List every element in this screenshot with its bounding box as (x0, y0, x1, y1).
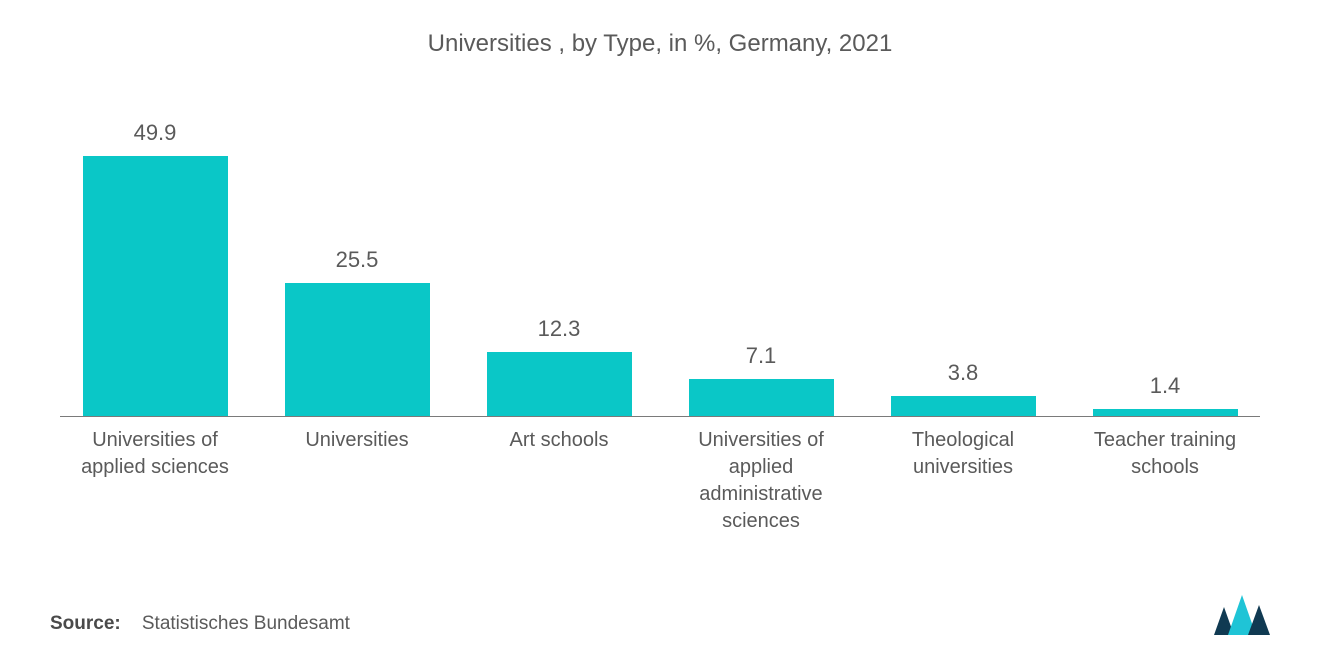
value-label: 3.8 (948, 360, 979, 386)
bar (83, 156, 228, 416)
source-text: Statistisches Bundesamt (142, 613, 350, 634)
bar (1093, 409, 1238, 416)
bar (689, 379, 834, 416)
mordor-logo-icon (1214, 595, 1270, 635)
bar-col: 3.8 (868, 360, 1058, 416)
bar (891, 396, 1036, 416)
category-label: Universities of applied sciences (60, 427, 250, 535)
source-line: Source: Statistisches Bundesamt (50, 613, 350, 635)
bar-col: 1.4 (1070, 373, 1260, 416)
bar (285, 283, 430, 416)
bar-col: 49.9 (60, 120, 250, 416)
value-label: 12.3 (538, 316, 581, 342)
category-label: Universities (262, 427, 452, 535)
category-label: Universities of applied administrative s… (666, 427, 856, 535)
value-label: 1.4 (1150, 373, 1181, 399)
bar-col: 7.1 (666, 343, 856, 416)
category-labels-row: Universities of applied sciences Univers… (50, 417, 1270, 535)
value-label: 25.5 (336, 247, 379, 273)
bar-col: 25.5 (262, 247, 452, 416)
value-label: 49.9 (134, 120, 177, 146)
plot-area: 49.9 25.5 12.3 7.1 3.8 1.4 (50, 118, 1270, 416)
source-prefix: Source: (50, 613, 121, 634)
category-label: Art schools (464, 427, 654, 535)
bar-col: 12.3 (464, 316, 654, 416)
bar (487, 352, 632, 416)
category-label: Teacher training schools (1070, 427, 1260, 535)
chart-title: Universities , by Type, in %, Germany, 2… (50, 30, 1270, 58)
footer: Source: Statistisches Bundesamt (50, 535, 1270, 635)
chart-container: Universities , by Type, in %, Germany, 2… (0, 0, 1320, 665)
value-label: 7.1 (746, 343, 777, 369)
category-label: Theological universities (868, 427, 1058, 535)
